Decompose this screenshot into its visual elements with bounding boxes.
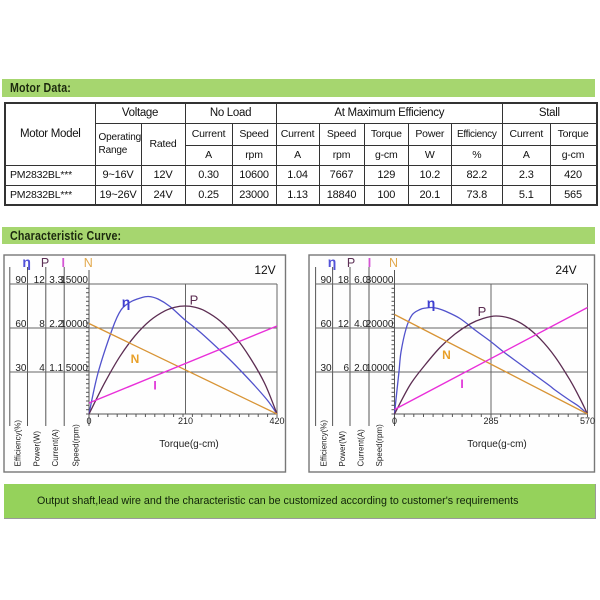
svg-text:30000: 30000 bbox=[366, 275, 394, 286]
svg-text:Current(A): Current(A) bbox=[51, 429, 60, 467]
svg-text:N: N bbox=[442, 348, 451, 362]
svg-text:Torque(g-cm): Torque(g-cm) bbox=[159, 439, 218, 450]
svg-text:5000: 5000 bbox=[66, 363, 89, 374]
svg-text:90: 90 bbox=[320, 275, 332, 286]
svg-text:Speed(rpm): Speed(rpm) bbox=[72, 424, 81, 467]
svg-text:2.0: 2.0 bbox=[354, 363, 368, 374]
svg-text:6: 6 bbox=[343, 363, 349, 374]
svg-text:570: 570 bbox=[580, 416, 595, 426]
svg-text:N: N bbox=[131, 352, 140, 366]
svg-text:30: 30 bbox=[15, 363, 27, 374]
svg-text:P: P bbox=[478, 304, 487, 319]
svg-text:20000: 20000 bbox=[366, 319, 394, 330]
svg-text:η: η bbox=[22, 254, 31, 270]
svg-text:3.3: 3.3 bbox=[49, 275, 63, 286]
svg-text:I: I bbox=[460, 377, 463, 391]
svg-text:Speed(rpm): Speed(rpm) bbox=[375, 424, 384, 467]
svg-text:η: η bbox=[427, 295, 436, 311]
svg-text:12: 12 bbox=[338, 319, 350, 330]
svg-text:P: P bbox=[41, 256, 49, 270]
svg-text:30: 30 bbox=[320, 363, 332, 374]
svg-text:Torque(g-cm): Torque(g-cm) bbox=[467, 439, 526, 450]
svg-text:N: N bbox=[389, 256, 398, 270]
svg-text:10000: 10000 bbox=[60, 319, 88, 330]
svg-text:Power(W): Power(W) bbox=[338, 431, 347, 467]
svg-text:Current(A): Current(A) bbox=[357, 429, 366, 467]
svg-text:6.0: 6.0 bbox=[354, 275, 368, 286]
svg-text:P: P bbox=[190, 293, 199, 308]
svg-text:Efficiency(%): Efficiency(%) bbox=[14, 420, 23, 467]
svg-text:10000: 10000 bbox=[366, 363, 394, 374]
svg-text:90: 90 bbox=[15, 275, 27, 286]
svg-text:η: η bbox=[328, 254, 337, 270]
svg-text:2.2: 2.2 bbox=[49, 319, 63, 330]
svg-text:12: 12 bbox=[34, 275, 46, 286]
svg-text:24V: 24V bbox=[555, 263, 576, 277]
svg-text:285: 285 bbox=[483, 416, 498, 426]
svg-text:1.1: 1.1 bbox=[49, 363, 63, 374]
svg-text:18: 18 bbox=[338, 275, 350, 286]
svg-text:4.0: 4.0 bbox=[354, 319, 368, 330]
svg-text:N: N bbox=[84, 256, 93, 270]
svg-text:0: 0 bbox=[86, 416, 91, 426]
svg-text:8: 8 bbox=[39, 319, 45, 330]
svg-text:15000: 15000 bbox=[60, 275, 88, 286]
svg-text:210: 210 bbox=[178, 416, 193, 426]
svg-text:I: I bbox=[62, 256, 65, 270]
svg-text:60: 60 bbox=[320, 319, 332, 330]
svg-text:12V: 12V bbox=[254, 263, 275, 277]
svg-text:420: 420 bbox=[269, 416, 284, 426]
svg-text:I: I bbox=[153, 379, 156, 393]
svg-text:P: P bbox=[347, 256, 355, 270]
svg-text:I: I bbox=[368, 256, 371, 270]
svg-text:η: η bbox=[122, 294, 131, 310]
svg-text:Power(W): Power(W) bbox=[33, 431, 42, 467]
svg-text:Efficiency(%): Efficiency(%) bbox=[320, 420, 329, 467]
svg-text:4: 4 bbox=[39, 363, 45, 374]
svg-text:0: 0 bbox=[392, 416, 397, 426]
svg-text:60: 60 bbox=[15, 319, 27, 330]
